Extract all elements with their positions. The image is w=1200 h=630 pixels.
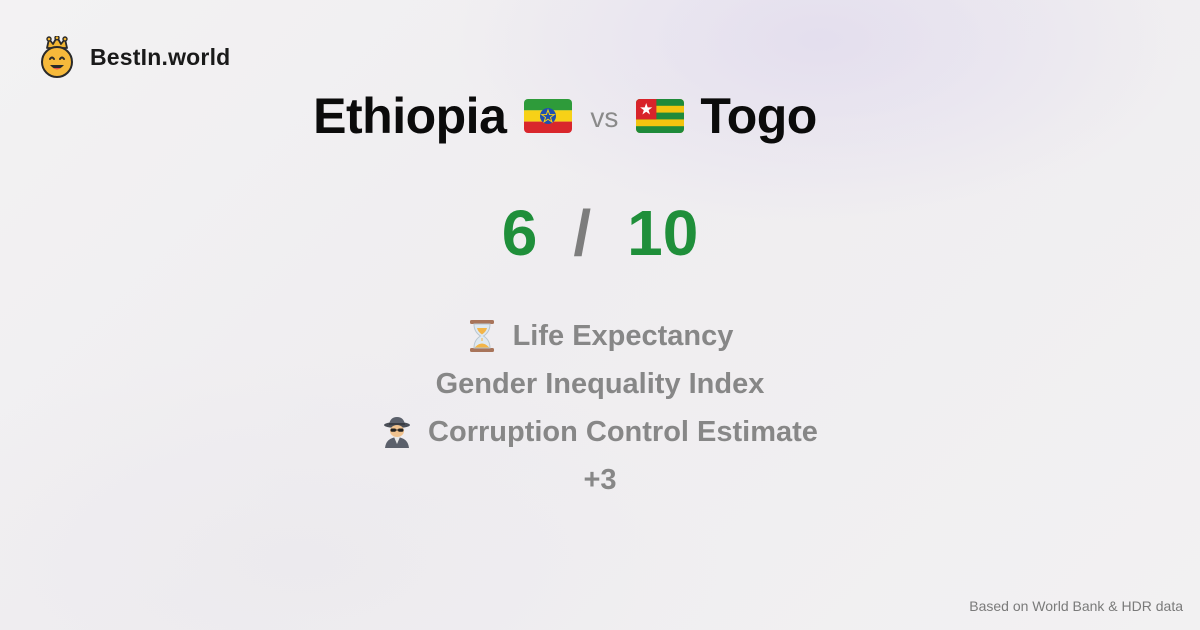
metric-life-expectancy[interactable]: Life Expectancy <box>0 312 1200 360</box>
brand-name: BestIn.world <box>90 43 231 70</box>
left-score: 6 <box>501 197 538 269</box>
hourglass-icon <box>469 320 494 352</box>
crown-smiley-icon <box>41 36 73 78</box>
detective-icon <box>384 417 411 448</box>
left-country-name[interactable]: Ethiopia <box>313 88 507 144</box>
togo-flag-icon <box>636 99 685 133</box>
data-source-note: Based on World Bank & HDR data <box>969 598 1183 614</box>
metric-gender-inequality-index[interactable]: Gender Inequality Index <box>0 360 1200 408</box>
metric-list: Life Expectancy Gender Inequality Index … <box>0 312 1200 504</box>
brand[interactable]: BestIn.world <box>38 36 230 78</box>
score: 6 / 10 <box>0 196 1200 270</box>
right-score: 10 <box>627 197 699 269</box>
metric-label: Corruption Control Estimate <box>428 415 818 448</box>
right-country-name[interactable]: Togo <box>700 88 817 144</box>
ethiopia-flag-icon <box>524 99 573 133</box>
metric-corruption-control-estimate[interactable]: Corruption Control Estimate <box>0 408 1200 456</box>
comparison-title: Ethiopia vs Togo <box>0 84 1130 148</box>
score-separator: / <box>573 197 592 269</box>
vs-label: vs <box>590 102 619 133</box>
metric-label: Life Expectancy <box>512 319 734 352</box>
metric-label: Gender Inequality Index <box>435 367 765 400</box>
more-metrics[interactable]: +3 <box>583 463 617 496</box>
